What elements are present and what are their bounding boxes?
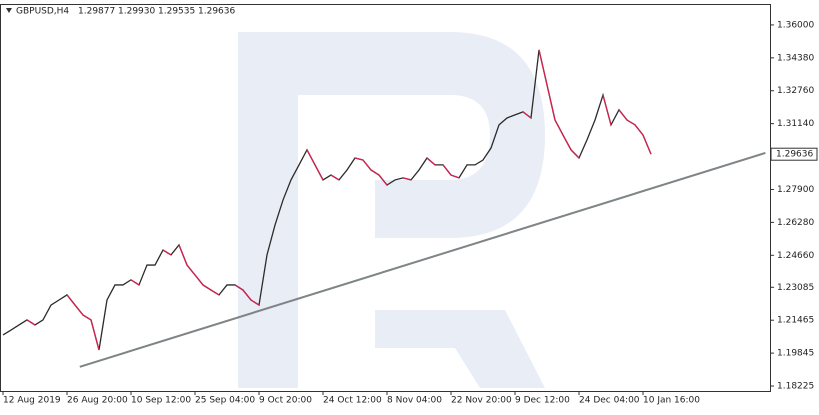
x-tick-label: 26 Aug 20:00	[67, 396, 128, 406]
y-tick-label: 1.24660	[777, 251, 814, 261]
x-tick-label: 24 Dec 04:00	[579, 396, 640, 406]
y-tick-label: 1.31140	[777, 119, 814, 129]
down-segment	[378, 174, 388, 186]
x-tick-label: 24 Oct 12:00	[323, 396, 382, 406]
down-segment	[186, 264, 196, 276]
down-segment	[330, 174, 340, 181]
symbol: GBPUSD,H4	[16, 7, 69, 17]
down-segment	[642, 134, 652, 155]
current-price-box	[770, 147, 818, 161]
y-tick-label: 1.27900	[777, 185, 814, 195]
current-price-label: 1.29636	[776, 150, 813, 160]
x-tick-label: 9 Oct 20:00	[259, 396, 312, 406]
quote-low: 1.29535	[158, 7, 195, 17]
down-segment	[562, 134, 572, 151]
down-segment	[82, 314, 92, 321]
down-segment	[626, 119, 636, 126]
x-tick-label: 10 Jan 16:00	[643, 396, 700, 406]
down-segment	[450, 174, 460, 179]
down-segment	[194, 274, 204, 286]
down-segment	[538, 49, 548, 85]
down-segment	[178, 244, 188, 266]
down-segment	[210, 289, 220, 296]
down-segment	[354, 157, 364, 161]
down-segment	[370, 169, 380, 176]
x-tick-label: 8 Nov 04:00	[387, 396, 442, 406]
down-segment	[66, 294, 76, 306]
down-segment	[570, 149, 580, 159]
quote-high: 1.29930	[118, 7, 155, 17]
down-segment	[546, 84, 556, 121]
down-segment	[162, 249, 172, 256]
down-segment	[554, 119, 564, 136]
down-segment	[74, 304, 84, 316]
down-segment	[618, 109, 628, 121]
down-segment	[26, 319, 36, 326]
menu-arrow[interactable]	[6, 8, 12, 13]
x-tick-label: 9 Dec 12:00	[515, 396, 570, 406]
down-segment	[602, 94, 612, 126]
down-segment	[234, 284, 244, 291]
y-tick-label: 1.36000	[777, 20, 814, 30]
down-segment	[442, 164, 452, 176]
x-tick-label: 25 Sep 04:00	[195, 396, 255, 406]
down-segment	[306, 149, 316, 166]
down-segment	[314, 164, 324, 181]
y-tick-label: 1.26280	[777, 218, 814, 228]
y-tick-label: 1.21465	[777, 316, 814, 326]
down-segment	[522, 111, 532, 119]
x-tick-label: 12 Aug 2019	[3, 396, 61, 406]
trend-line	[79, 151, 766, 368]
watermark	[238, 32, 545, 388]
quote-close: 1.29636	[198, 7, 235, 17]
y-tick-label: 1.34380	[777, 53, 814, 63]
down-segment	[90, 319, 100, 351]
quote-open: 1.29877	[78, 7, 115, 17]
down-segment	[426, 157, 436, 166]
down-segment	[402, 177, 412, 181]
x-tick-label: 10 Sep 12:00	[131, 396, 191, 406]
down-segment	[202, 284, 212, 291]
y-tick-label: 1.32760	[777, 86, 814, 96]
y-tick-label: 1.18225	[777, 382, 814, 392]
x-tick-label: 22 Nov 20:00	[451, 396, 512, 406]
y-tick-label: 1.19845	[777, 349, 814, 359]
y-tick-label: 1.23085	[777, 283, 814, 293]
down-segment	[362, 159, 372, 171]
down-segment	[242, 289, 252, 301]
down-segment	[634, 124, 644, 136]
down-segment	[130, 279, 140, 286]
down-segment	[250, 299, 260, 306]
